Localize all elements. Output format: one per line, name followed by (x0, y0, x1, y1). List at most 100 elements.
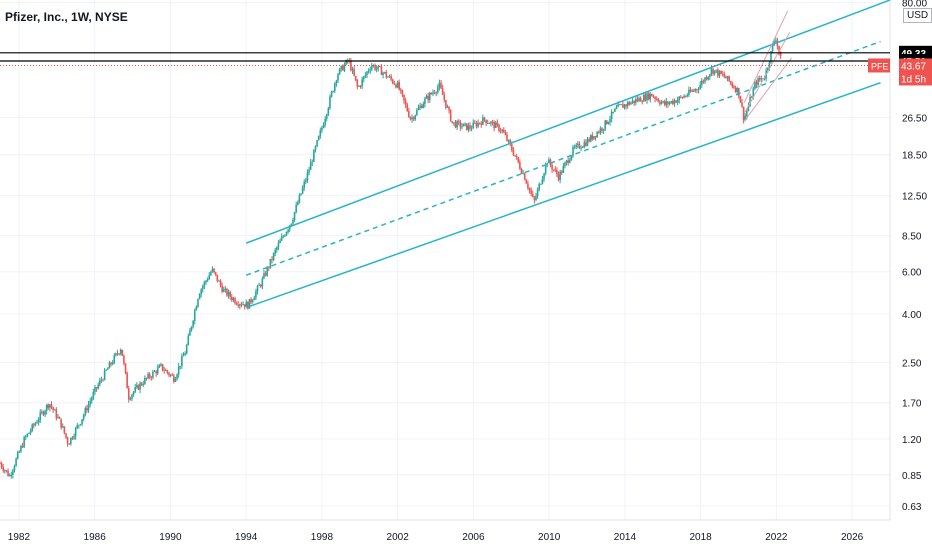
candle-body-up (754, 82, 756, 89)
candle-body-up (631, 100, 634, 103)
candle-body-down (498, 124, 500, 131)
candle-body-down (597, 132, 600, 133)
candle-body-up (18, 451, 21, 453)
candle-body-up (709, 74, 711, 77)
x-tick-label: 2026 (841, 532, 864, 543)
candle-body-down (448, 106, 450, 111)
candle-body-up (340, 65, 343, 69)
candle-body-up (548, 159, 550, 164)
candle-body-up (144, 377, 146, 384)
candle-body-up (383, 72, 386, 73)
candle-body-down (420, 105, 423, 108)
candle-body-up (105, 369, 108, 371)
candle-body-up (61, 426, 64, 428)
candle-body-down (594, 136, 597, 138)
candle-body-down (398, 82, 400, 90)
candle-body-up (414, 115, 417, 120)
candle-body-up (253, 297, 256, 301)
candle-body-down (409, 116, 412, 120)
currency-badge[interactable]: USD (903, 8, 932, 23)
candle-body-up (562, 165, 565, 173)
candle-body-up (16, 452, 19, 459)
candle-body-down (601, 128, 603, 131)
candle-body-down (395, 84, 397, 88)
candle-body-down (150, 377, 153, 379)
candle-body-up (325, 114, 328, 120)
candle-body-down (399, 89, 402, 91)
candle-body-up (615, 107, 618, 109)
candle-body-up (422, 104, 425, 108)
candle-body-down (655, 99, 658, 100)
candle-body-up (609, 119, 611, 123)
candle-body-up (73, 436, 75, 439)
candle-body-down (659, 101, 661, 104)
candle-body-up (766, 67, 769, 71)
candle-body-up (535, 196, 537, 201)
candle-body-up (57, 417, 59, 418)
candle-body-up (156, 367, 159, 374)
candle-body-up (583, 142, 586, 147)
candle-body-down (42, 411, 45, 415)
candle-body-down (441, 88, 444, 95)
candle-body-up (411, 117, 413, 120)
candle-body-down (636, 99, 639, 101)
candle-body-down (137, 385, 140, 390)
candle-body-up (37, 419, 40, 423)
candle-body-down (121, 349, 124, 356)
candle-body-up (699, 84, 701, 90)
candle-body-up (456, 121, 458, 128)
x-tick-label: 2002 (387, 532, 410, 543)
candle-body-up (688, 89, 690, 96)
candle-body-down (512, 150, 515, 156)
candle-body-up (118, 353, 120, 355)
candle-body-up (707, 76, 710, 80)
channel-upper-line (245, 0, 891, 244)
candle-body-down (404, 100, 407, 105)
candle-body-up (432, 92, 434, 94)
candle-body-up (139, 383, 141, 390)
symbol-tag (868, 58, 890, 73)
candle-body-down (734, 87, 737, 92)
candle-body-up (335, 80, 338, 84)
candle-body-down (116, 353, 119, 355)
candle-body-up (142, 383, 145, 385)
candle-body-up (195, 306, 198, 311)
candle-body-up (424, 98, 426, 105)
candle-body-down (483, 117, 486, 120)
candle-body-down (499, 130, 502, 132)
candle-body-down (511, 144, 513, 151)
candle-body-up (79, 424, 82, 425)
candle-body-up (134, 387, 137, 392)
candle-body-up (366, 71, 368, 76)
candle-body-up (580, 147, 582, 149)
candle-body-down (644, 94, 647, 101)
candle-body-down (681, 97, 684, 98)
candle-body-up (332, 90, 334, 92)
candle-body-down (533, 196, 536, 201)
candle-body-up (111, 362, 114, 365)
candle-body-up (13, 466, 16, 471)
candle-body-up (108, 362, 111, 369)
candle-body-up (245, 301, 248, 307)
candle-body-down (514, 155, 516, 157)
candle-body-up (90, 398, 93, 402)
candle-body-up (87, 404, 90, 411)
candle-body-up (284, 235, 286, 237)
candle-body-up (41, 411, 43, 413)
candle-body-up (620, 104, 623, 106)
candle-body-up (164, 370, 167, 372)
candle-body-up (49, 404, 51, 408)
candle-body-up (377, 66, 380, 69)
candle-body-up (536, 189, 539, 197)
candle-body-up (314, 146, 317, 151)
candle-body-down (401, 90, 404, 95)
candle-body-down (519, 162, 521, 169)
candle-body-down (356, 80, 359, 87)
candle-body-up (361, 79, 363, 87)
y-tick-label: 18.50 (902, 151, 927, 162)
candle-body-down (2, 467, 5, 471)
candle-body-up (599, 128, 602, 133)
y-tick-label: 26.50 (902, 113, 927, 124)
candle-body-up (255, 291, 257, 298)
